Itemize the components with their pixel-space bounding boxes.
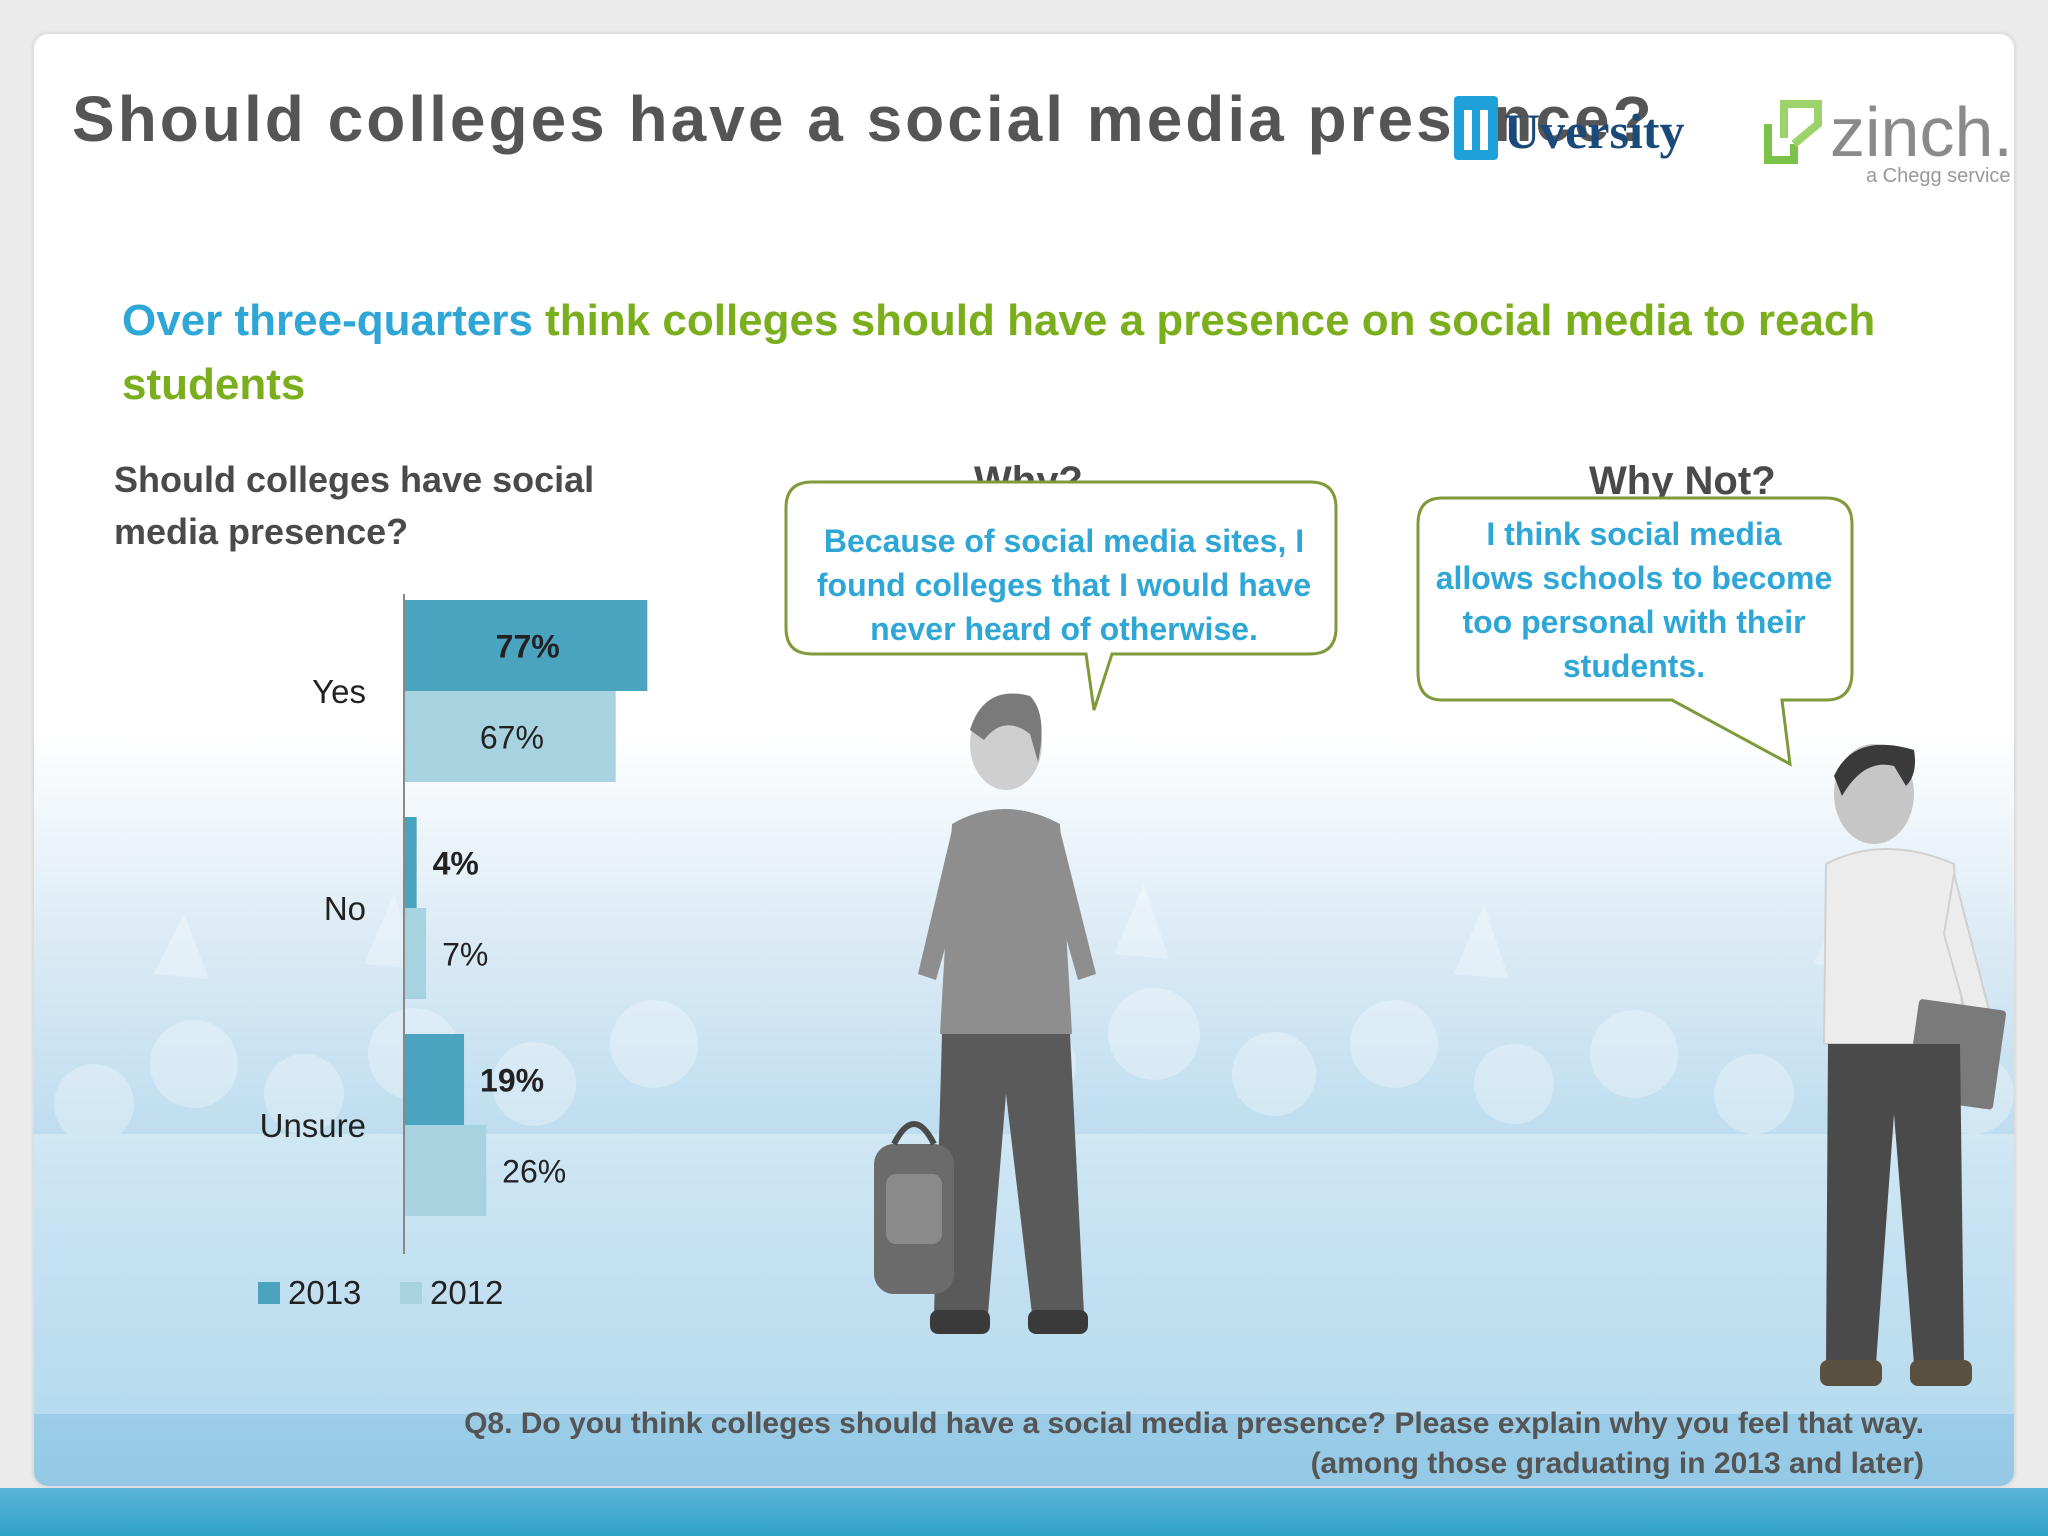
bottom-band xyxy=(0,1488,2048,1536)
why-speech-bubble xyxy=(784,480,1338,711)
why-not-speech-bubble xyxy=(1416,496,1854,767)
headline-highlight: Over three-quarters xyxy=(122,296,533,345)
bar-chart: 77% 67% Yes 4% 7% No 19% 26% Unsure 2013 2012 xyxy=(258,594,648,1311)
why-not-quote: I think social media allows schools to b… xyxy=(1435,516,1833,684)
data-label-unsure-2012: 26% xyxy=(502,1154,566,1190)
legend-swatch-2012 xyxy=(400,1282,422,1304)
legend-label-2013: 2013 xyxy=(288,1274,361,1311)
legend-swatch-2013 xyxy=(258,1282,280,1304)
data-label-unsure-2013: 19% xyxy=(480,1063,544,1099)
category-label-yes: Yes xyxy=(312,673,366,710)
question-line-2: (among those graduating in 2013 and late… xyxy=(1310,1447,1924,1480)
uversity-logo: Uversity xyxy=(1454,96,1685,160)
headline: Over three-quarters think colleges shoul… xyxy=(122,289,1942,417)
uversity-wordmark: Uversity xyxy=(1504,103,1685,159)
question-footnote: Q8. Do you think colleges should have a … xyxy=(324,1404,1924,1484)
bar-no-2012 xyxy=(404,908,427,999)
slide: Should colleges have a social media pres… xyxy=(34,34,2014,1486)
bar-yes-2012 xyxy=(404,691,616,782)
zinch-wordmark: zinch. xyxy=(1830,93,2013,171)
data-label-no-2013: 4% xyxy=(433,846,479,882)
bar-unsure-2013 xyxy=(404,1034,465,1125)
data-label-yes-2012: 67% xyxy=(480,720,544,756)
question-line-1: Q8. Do you think colleges should have a … xyxy=(464,1407,1924,1440)
headline-rest: think colleges should have a presence on… xyxy=(122,296,1876,409)
why-not-heading: Why Not? xyxy=(1589,459,1776,503)
bar-yes-2013 xyxy=(404,600,648,691)
legend-label-2012: 2012 xyxy=(430,1274,503,1311)
chart-title: Should colleges have social media presen… xyxy=(114,459,595,552)
category-label-no: No xyxy=(324,890,366,927)
zinch-logo: zinch. a Chegg service xyxy=(1764,93,2013,187)
data-label-yes-2013: 77% xyxy=(496,629,560,665)
bar-unsure-2012 xyxy=(404,1125,487,1216)
bar-no-2013 xyxy=(404,817,417,908)
category-label-unsure: Unsure xyxy=(260,1107,366,1144)
male-student-photo xyxy=(1820,744,2006,1386)
why-quote: Because of social media sites, I found c… xyxy=(816,523,1312,647)
zinch-tagline: a Chegg service xyxy=(1866,165,2011,187)
data-label-no-2012: 7% xyxy=(442,937,488,973)
page-title: Should colleges have a social media pres… xyxy=(72,83,1655,155)
female-student-photo xyxy=(874,693,1096,1334)
